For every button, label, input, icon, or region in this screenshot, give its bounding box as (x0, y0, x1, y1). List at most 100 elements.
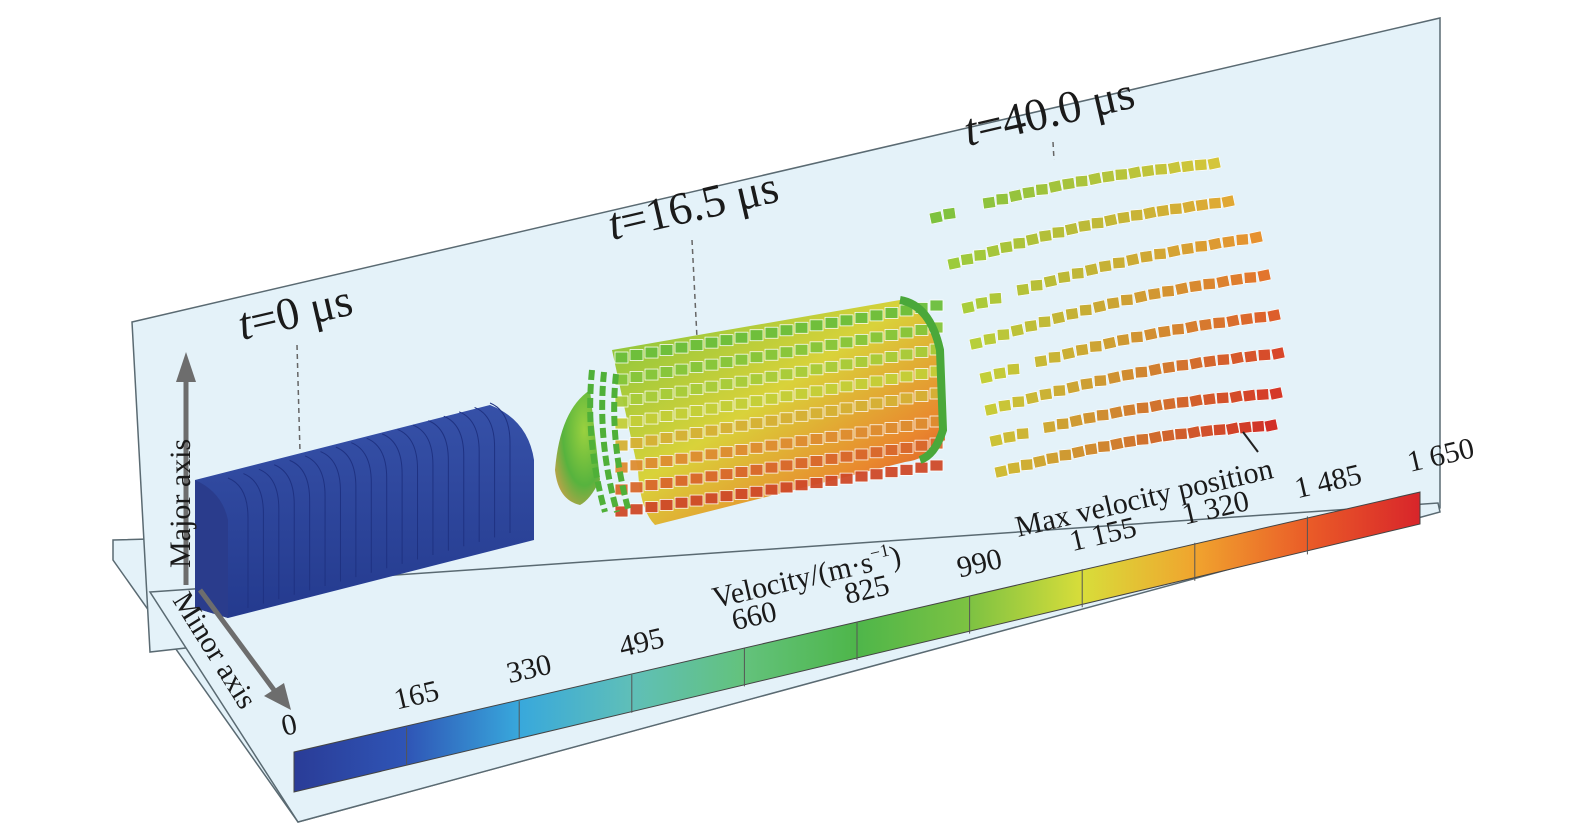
t16-fragment (734, 488, 749, 500)
t16-fragment (914, 390, 929, 402)
t16-fragment (644, 479, 659, 492)
t16-fragment (794, 387, 809, 400)
t16-fragment (719, 490, 734, 503)
t16-fragment (659, 344, 674, 356)
t40-fragment (1239, 312, 1254, 326)
t40-fragment (1009, 323, 1025, 338)
t40-fragment (1045, 451, 1060, 465)
t40-fragment (1057, 270, 1072, 284)
t16-fragment (734, 375, 749, 388)
t16-fragment (899, 441, 914, 454)
t16-ring (587, 369, 608, 513)
t40-fragment (1032, 454, 1048, 469)
t40-fragment (1256, 388, 1270, 401)
t40-fragment (1188, 393, 1204, 408)
t40-fragment (1206, 156, 1222, 171)
t16-fragment (809, 455, 824, 467)
t0-body (195, 405, 534, 618)
t40-fragment (1020, 458, 1034, 471)
t40-fragment (960, 300, 976, 315)
projectile-t16 (555, 239, 948, 525)
t40-fragment (1052, 384, 1067, 397)
t16-fragment (914, 346, 929, 358)
t40-fragment (1061, 177, 1076, 191)
t40-fragment (1161, 360, 1176, 375)
t16-fragment (629, 371, 644, 383)
t16-fragment (689, 427, 704, 440)
t40-fragment (1188, 279, 1203, 293)
t40-fragment (1087, 171, 1103, 186)
t40-fragment (1136, 401, 1150, 415)
t40-fragment (1235, 233, 1250, 246)
t16-fragment (704, 402, 719, 415)
t40-fragment (995, 192, 1009, 206)
t0-end-cap (195, 480, 228, 618)
t16-fragment (854, 399, 869, 412)
t16-fragment (779, 412, 794, 425)
t40-fragment (1033, 354, 1048, 368)
t16-fragment (704, 358, 719, 371)
t16-fragment (644, 368, 659, 381)
t40-fragment (1079, 377, 1094, 391)
t16-ring (611, 373, 632, 513)
t0-slice-line (381, 433, 403, 564)
t16-fragment (914, 439, 929, 452)
t16-fragment (659, 388, 674, 400)
t16-fragment (869, 468, 884, 481)
t40-fragment (1225, 421, 1240, 436)
t16-fragment (884, 373, 899, 385)
t16-fragment (824, 360, 839, 373)
t40-fragment (1120, 293, 1134, 307)
t16-fragment (884, 329, 899, 341)
t40-fragment (1101, 169, 1116, 184)
t0-slice-line (274, 464, 295, 595)
t16-fragment (674, 363, 689, 376)
t16-fragment (914, 324, 929, 336)
t16-fragment (809, 407, 824, 420)
t16-fragment (764, 370, 779, 383)
t40-fragment (981, 196, 997, 210)
t16-fragment (854, 333, 869, 346)
t40-fragment (960, 252, 975, 266)
t16-fragment (704, 492, 719, 505)
t16-fragment (929, 299, 944, 312)
t16-fragment (659, 366, 674, 378)
t16-fragment (839, 380, 854, 393)
t16-fragment (824, 474, 839, 487)
t16-fragment (749, 395, 764, 408)
t40-fragment (1180, 242, 1195, 256)
t40-fragment (1174, 281, 1190, 296)
t0-slice-line (304, 455, 326, 586)
t16-fragment (929, 459, 944, 472)
t16-fragment (809, 433, 824, 445)
t16-fragment (629, 481, 644, 494)
t0-slice-line (335, 446, 357, 578)
t40-fragment (1216, 353, 1231, 366)
t16-fragment (824, 338, 839, 351)
t16-fragment (884, 466, 899, 478)
t40-fragment (1071, 267, 1085, 280)
t16-fragment (914, 461, 929, 474)
t16-fragment (794, 457, 809, 470)
t40-fragment (1038, 387, 1053, 401)
t40-fragment (1122, 403, 1137, 417)
t16-fragment (794, 343, 809, 356)
major-axis-label: Major axis (164, 439, 197, 568)
t40-fragment (1238, 420, 1253, 435)
t40-fragment (1268, 386, 1284, 401)
t16-fragment (794, 479, 809, 492)
t40-fragment (1075, 343, 1090, 357)
t16-fragment (779, 368, 794, 381)
t40-fragment (993, 464, 1009, 479)
t40-fragment (1212, 316, 1226, 330)
t16-fragment (764, 392, 779, 405)
t0-slice-line (474, 406, 496, 538)
t40-fragment (1127, 165, 1143, 180)
t16-fragment (674, 341, 689, 354)
t40-fragment (1207, 237, 1223, 252)
minor-axis-arrowhead (264, 683, 291, 710)
t40-fragment (974, 296, 989, 310)
t16-fragment (764, 326, 779, 339)
t0-slice-line (320, 451, 341, 582)
t40-fragment (1256, 268, 1272, 283)
